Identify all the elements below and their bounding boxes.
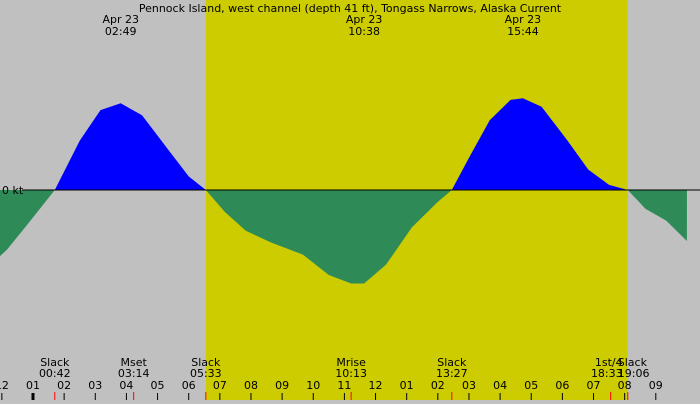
hour-label-21: 08 — [618, 379, 632, 392]
hour-label-19: 06 — [555, 379, 569, 392]
hour-label-4: 03 — [88, 379, 102, 392]
peak-time-1: 10:38 — [348, 25, 380, 38]
hour-label-3: 02 — [57, 379, 71, 392]
time-axis: 12 01 02 03 04 05 06 07 08 09 10 11 12 01 02 03 04 05 06 07… — [0, 379, 663, 400]
event-label-4: Slack — [437, 356, 467, 369]
hour-label-11: 10 — [306, 379, 320, 392]
hour-label-7: 06 — [182, 379, 196, 392]
event-time-4: 13:27 — [436, 367, 468, 380]
hour-label-14: 01 — [400, 379, 414, 392]
event-label-2: Slack — [191, 356, 221, 369]
hour-label-8: 07 — [213, 379, 227, 392]
event-time-0: 00:42 — [39, 367, 71, 380]
event-label-3: Mrise — [336, 356, 366, 369]
event-time-6: 19:06 — [618, 367, 650, 380]
peak-date-2: Apr 23 — [505, 13, 542, 26]
hour-label-2: 01 — [26, 379, 40, 392]
event-label-6: Slack — [618, 356, 648, 369]
hour-label-20: 07 — [587, 379, 601, 392]
hour-label-15: 02 — [431, 379, 445, 392]
peak-date-1: Apr 23 — [346, 13, 383, 26]
peak-time-2: 15:44 — [507, 25, 539, 38]
event-time-3: 10:13 — [335, 367, 367, 380]
current-area — [0, 98, 687, 284]
event-labels: Slack00:42Mset03:14Slack05:33Mrise10:13S… — [39, 356, 650, 400]
peak-time-0: 02:49 — [105, 25, 137, 38]
event-label-0: Slack — [40, 356, 70, 369]
hour-label-6: 05 — [151, 379, 165, 392]
event-label-1: Mset — [121, 356, 148, 369]
chart-title: Pennock Island, west channel (depth 41 f… — [139, 2, 562, 15]
ebb-area-4 — [627, 190, 687, 241]
hour-label-1: 12 — [0, 379, 9, 392]
flood-area-1 — [54, 103, 206, 190]
event-time-2: 05:33 — [190, 367, 222, 380]
zero-kt-label: 0 kt — [2, 184, 24, 197]
hour-label-16: 03 — [462, 379, 476, 392]
flood-area-3 — [451, 98, 628, 190]
peak-date-0: Apr 23 — [102, 13, 139, 26]
hour-label-10: 09 — [275, 379, 289, 392]
hour-label-12: 11 — [337, 379, 351, 392]
hour-label-17: 04 — [493, 379, 507, 392]
hour-label-5: 04 — [119, 379, 133, 392]
hour-label-9: 08 — [244, 379, 258, 392]
hour-label-18: 05 — [524, 379, 538, 392]
event-time-1: 03:14 — [118, 367, 150, 380]
ebb-area-0 — [0, 190, 55, 257]
hour-label-22: 09 — [649, 379, 663, 392]
ebb-area-2 — [205, 190, 452, 284]
event-time-5: 18:33 — [591, 367, 623, 380]
hour-label-13: 12 — [369, 379, 383, 392]
event-label-5: 1st/4 — [595, 356, 623, 369]
